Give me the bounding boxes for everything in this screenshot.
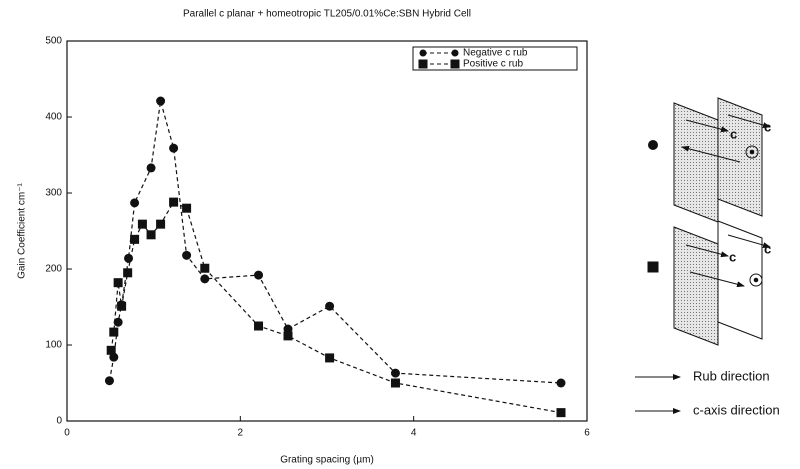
legend-label: Negative c rub (463, 48, 528, 59)
data-point (182, 203, 192, 213)
data-point (117, 301, 127, 311)
legend-marker (451, 49, 459, 57)
plate (717, 220, 763, 340)
data-point (182, 250, 192, 260)
data-point (283, 324, 293, 334)
data-point (137, 219, 147, 229)
data-point (390, 378, 400, 388)
data-point (146, 163, 156, 173)
plate (673, 102, 719, 223)
legend-marker (419, 49, 427, 57)
y-tick-label: 200 (45, 264, 62, 275)
x-axis-label: Grating spacing (µm) (280, 455, 374, 466)
plot-frame (66, 40, 588, 422)
y-tick-label: 400 (45, 112, 62, 123)
data-point (169, 197, 179, 207)
plate (673, 226, 719, 346)
data-point (106, 345, 116, 355)
data-point (104, 376, 114, 386)
data-point (130, 234, 140, 244)
x-tick-label: 2 (238, 428, 244, 439)
data-point (283, 331, 293, 341)
series-line (108, 100, 562, 384)
data-point (156, 219, 166, 229)
data-point (109, 352, 119, 362)
y-tick-label: 500 (45, 36, 62, 47)
data-point (556, 408, 566, 418)
x-tick-label: 0 (64, 428, 70, 439)
data-point (123, 268, 133, 278)
data-point (156, 96, 166, 106)
data-point (109, 327, 119, 337)
data-point (130, 198, 140, 208)
annotation: c (730, 126, 737, 141)
data-point (254, 270, 264, 280)
y-axis-label: Gain Coefficient cm⁻¹ (17, 182, 28, 278)
chart-title: Parallel c planar + homeotropic TL205/0.… (183, 9, 471, 20)
square-symbol (647, 261, 659, 273)
x-tick-label: 6 (584, 428, 590, 439)
data-point (325, 301, 335, 311)
annotation: Rub direction (693, 368, 770, 383)
data-point (325, 353, 335, 363)
data-point (200, 263, 210, 273)
data-point (113, 278, 123, 288)
annotation: c-axis direction (693, 402, 780, 417)
legend-marker (450, 59, 460, 69)
plate (717, 97, 763, 217)
data-point (146, 230, 156, 240)
annotation: c (764, 241, 771, 256)
diagram (635, 97, 771, 414)
data-point (390, 368, 400, 378)
y-tick-label: 100 (45, 340, 62, 351)
data-point (200, 274, 210, 284)
y-tick-label: 300 (45, 188, 62, 199)
legend-label: Positive c rub (463, 59, 523, 70)
circle-symbol (648, 140, 658, 150)
y-tick-label: 0 (56, 416, 62, 427)
legend-marker (418, 59, 428, 69)
series-line (110, 201, 562, 414)
data-point (556, 378, 566, 388)
data-point (254, 321, 264, 331)
data-point (113, 317, 123, 327)
data-point (169, 143, 179, 153)
annotation: c (764, 119, 771, 134)
annotation: c (729, 249, 736, 264)
x-tick-label: 4 (411, 428, 417, 439)
